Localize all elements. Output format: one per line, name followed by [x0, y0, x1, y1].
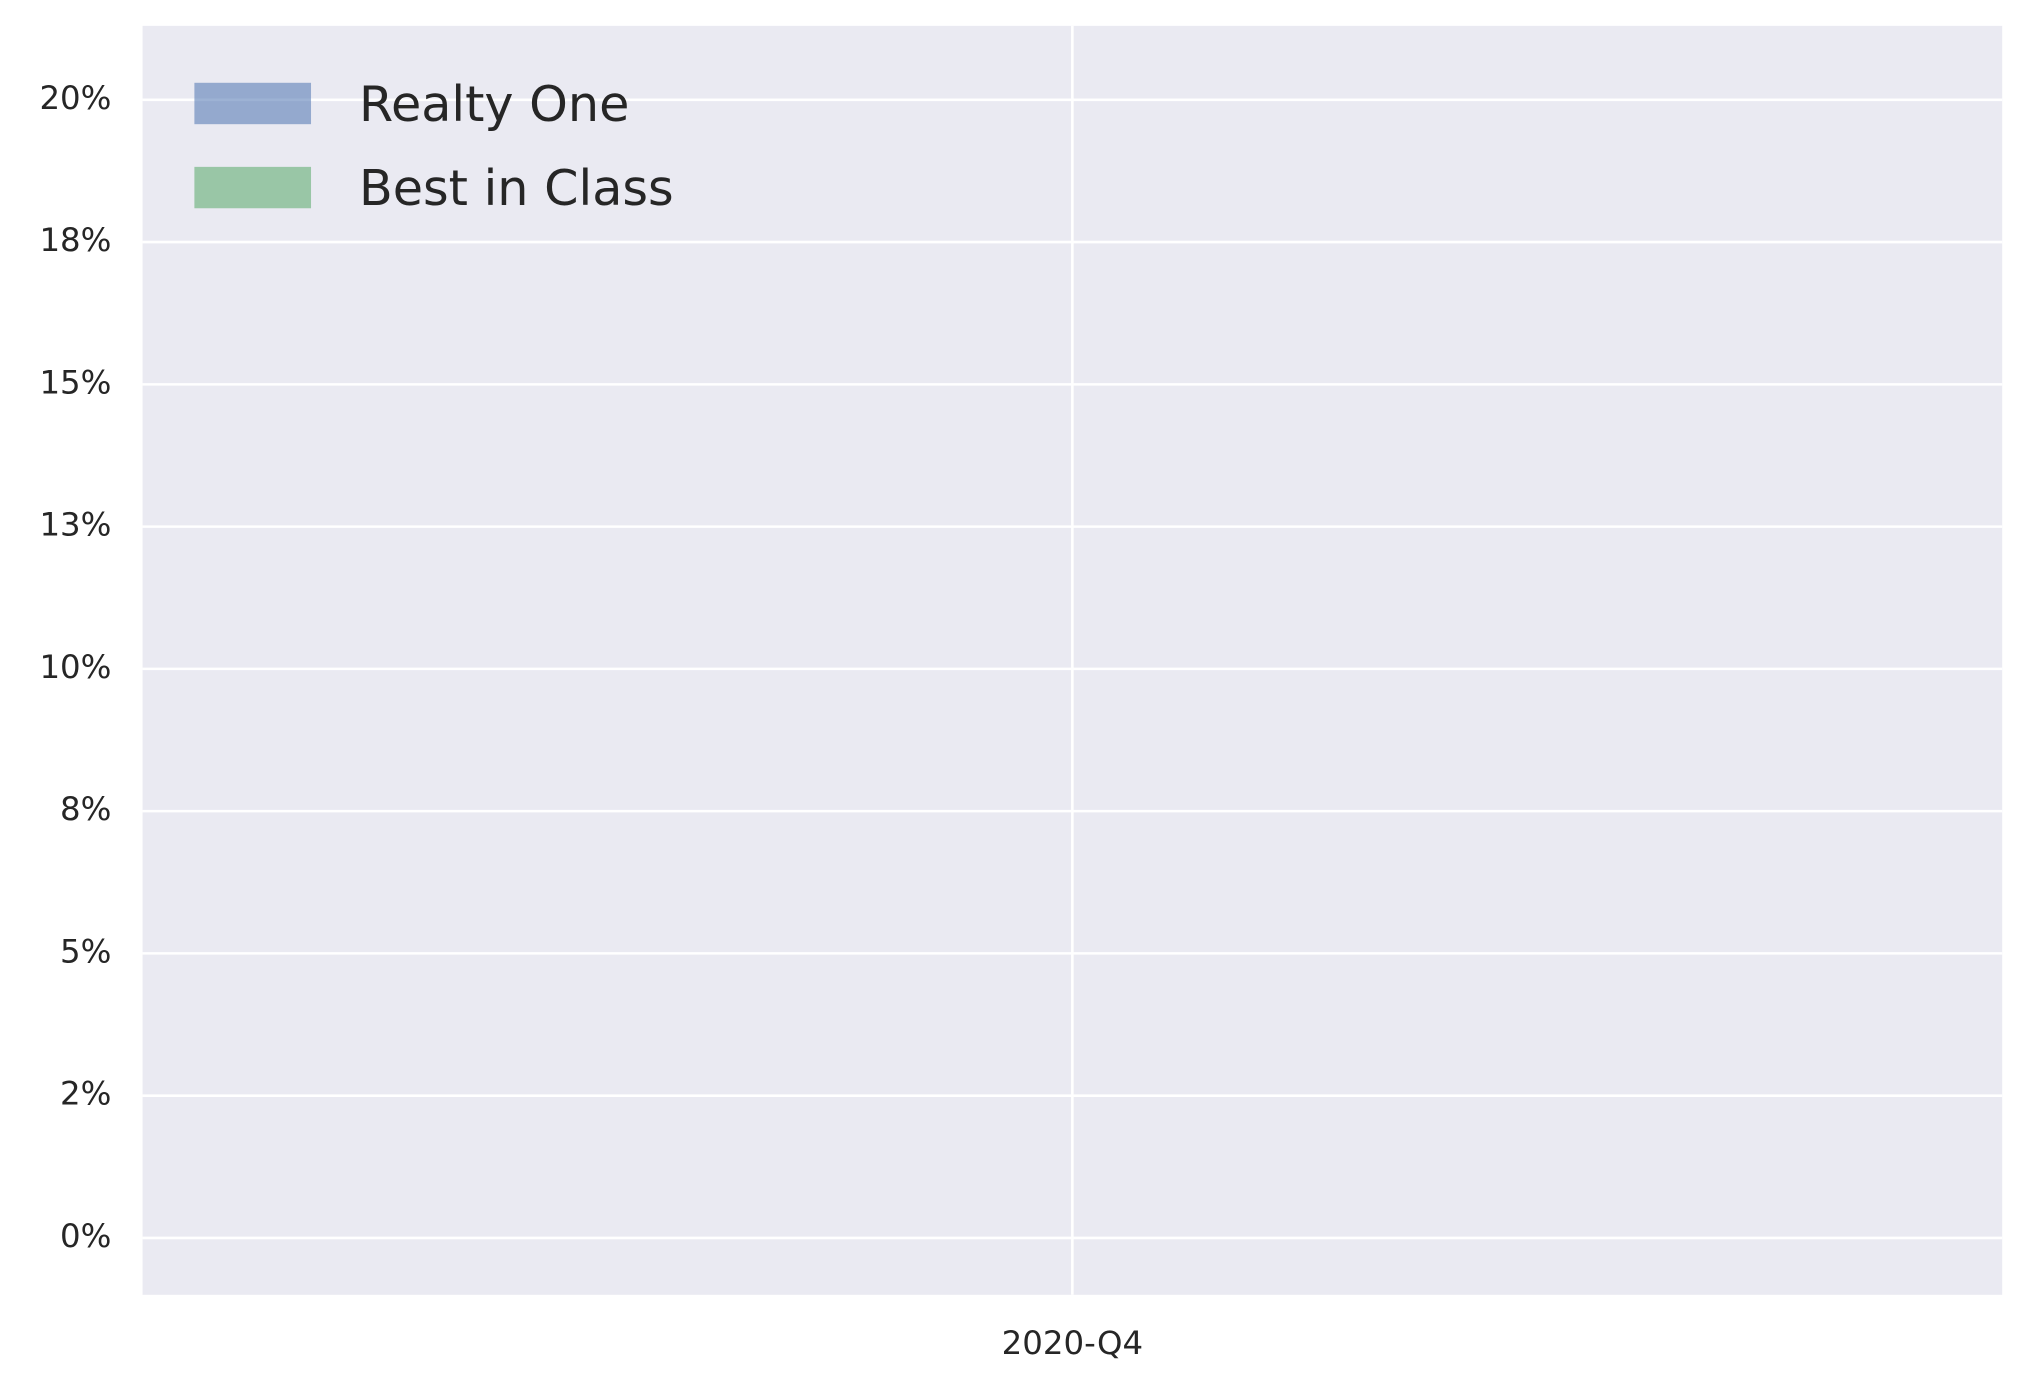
y-tick-label: 15% — [39, 363, 111, 401]
y-tick-label: 5% — [60, 932, 111, 970]
legend-label: Best in Class — [359, 159, 674, 217]
y-tick-label: 2% — [60, 1075, 111, 1113]
y-tick-label: 18% — [39, 221, 111, 259]
y-tick-label: 10% — [39, 648, 111, 686]
y-tick-label: 13% — [39, 506, 111, 544]
legend-swatch — [194, 82, 312, 125]
y-tick-label: 8% — [60, 790, 111, 828]
legend-swatch — [194, 166, 312, 209]
x-tick-label: 2020-Q4 — [1002, 1324, 1143, 1362]
legend-label: Realty One — [359, 75, 629, 133]
y-tick-label: 0% — [60, 1217, 111, 1255]
y-tick-label: 20% — [39, 79, 111, 117]
